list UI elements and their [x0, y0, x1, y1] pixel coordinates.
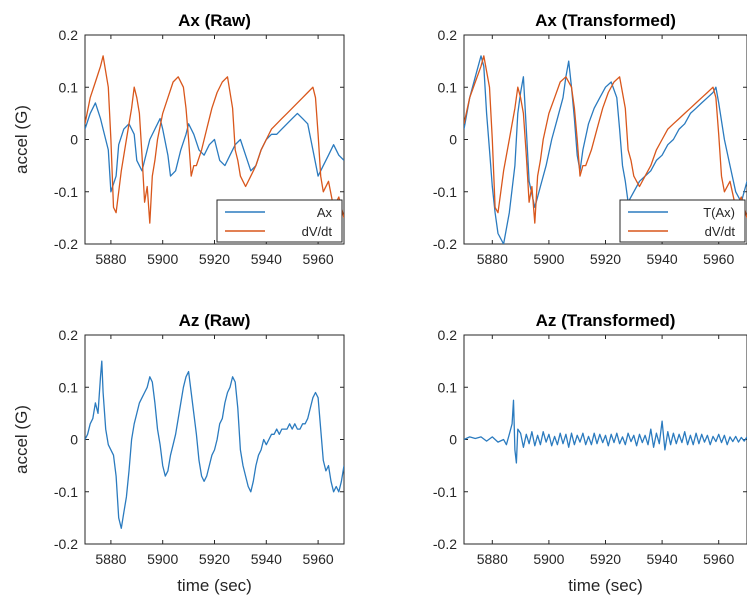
series-line-1 — [85, 102, 344, 193]
y-tick-label: -0.2 — [433, 536, 457, 552]
y-tick-label: -0.1 — [433, 484, 457, 500]
x-tick-label: 5960 — [303, 551, 334, 567]
y-tick-label: -0.1 — [433, 184, 457, 200]
plot-area — [463, 334, 747, 545]
y-tick-label: 0.2 — [59, 27, 79, 43]
x-tick-label: 5900 — [533, 551, 564, 567]
y-tick-label: 0.2 — [59, 327, 79, 343]
series-line-1 — [85, 360, 344, 529]
x-tick-label: 5880 — [95, 251, 126, 267]
y-tick-label: 0.1 — [59, 379, 79, 395]
y-tick-label: 0 — [70, 432, 78, 448]
legend-label: T(Ax) — [703, 205, 735, 220]
chart-ax-raw: Ax (Raw) 5880 5900 5920 5940 5960 -0.2 -0.1 0 0.1… — [12, 11, 345, 267]
x-tick-label: 5920 — [199, 551, 230, 567]
y-tick-label: 0.1 — [438, 79, 458, 95]
legend-label: dV/dt — [302, 224, 333, 239]
x-tick-label: 5960 — [703, 551, 734, 567]
legend-label: dV/dt — [705, 224, 736, 239]
x-axis-label: time (sec) — [177, 576, 252, 595]
y-tick-label: -0.1 — [54, 484, 78, 500]
y-axis-label: accel (G) — [12, 105, 31, 174]
y-tick-label: -0.2 — [433, 236, 457, 252]
x-axis-label: time (sec) — [568, 576, 643, 595]
legend-label: Ax — [317, 205, 333, 220]
x-tick-label: 5920 — [590, 251, 621, 267]
y-tick-label: 0.2 — [438, 27, 458, 43]
x-tick-label: 5940 — [251, 251, 282, 267]
x-tick-label: 5900 — [147, 251, 178, 267]
x-tick-label: 5940 — [251, 551, 282, 567]
y-tick-label: 0 — [449, 132, 457, 148]
x-tick-label: 5920 — [590, 551, 621, 567]
chart-az-raw: Az (Raw) 5880 5900 5920 5940 5960 -0.2 -0.1 0 0.1… — [12, 311, 345, 595]
x-tick-label: 5960 — [303, 251, 334, 267]
x-tick-label: 5920 — [199, 251, 230, 267]
y-tick-label: 0 — [449, 432, 457, 448]
series-line-1 — [464, 55, 747, 244]
chart-title: Ax (Raw) — [178, 11, 251, 30]
y-tick-label: 0 — [70, 132, 78, 148]
y-axis-label: accel (G) — [12, 405, 31, 474]
y-tick-label: 0.1 — [438, 379, 458, 395]
legend-box — [216, 199, 343, 243]
chart-az-transformed: Az (Transformed) 5880 5900 5920 5940 5960 -0.2… — [433, 311, 747, 595]
x-tick-label: 5900 — [147, 551, 178, 567]
x-tick-label: 5900 — [533, 251, 564, 267]
x-tick-label: 5880 — [477, 251, 508, 267]
legend: T(Ax) dV/dt — [619, 199, 746, 243]
y-tick-label: -0.2 — [54, 536, 78, 552]
x-tick-label: 5880 — [477, 551, 508, 567]
y-tick-label: -0.2 — [54, 236, 78, 252]
x-tick-label: 5940 — [647, 551, 678, 567]
chart-title: Az (Transformed) — [536, 311, 676, 330]
series-line-1 — [464, 399, 747, 464]
y-tick-label: -0.1 — [54, 184, 78, 200]
y-tick-label: 0.2 — [438, 327, 458, 343]
series-line-2 — [85, 55, 344, 224]
chart-title: Az (Raw) — [179, 311, 251, 330]
chart-ax-transformed: Ax (Transformed) 5880 5900 5920 5940 5960 -0.2… — [433, 11, 747, 267]
legend: Ax dV/dt — [216, 199, 343, 243]
series-line-2 — [464, 55, 747, 224]
x-tick-label: 5960 — [703, 251, 734, 267]
y-tick-label: 0.1 — [59, 79, 79, 95]
chart-title: Ax (Transformed) — [535, 11, 676, 30]
legend-box — [619, 199, 746, 243]
x-tick-label: 5880 — [95, 551, 126, 567]
x-tick-label: 5940 — [647, 251, 678, 267]
